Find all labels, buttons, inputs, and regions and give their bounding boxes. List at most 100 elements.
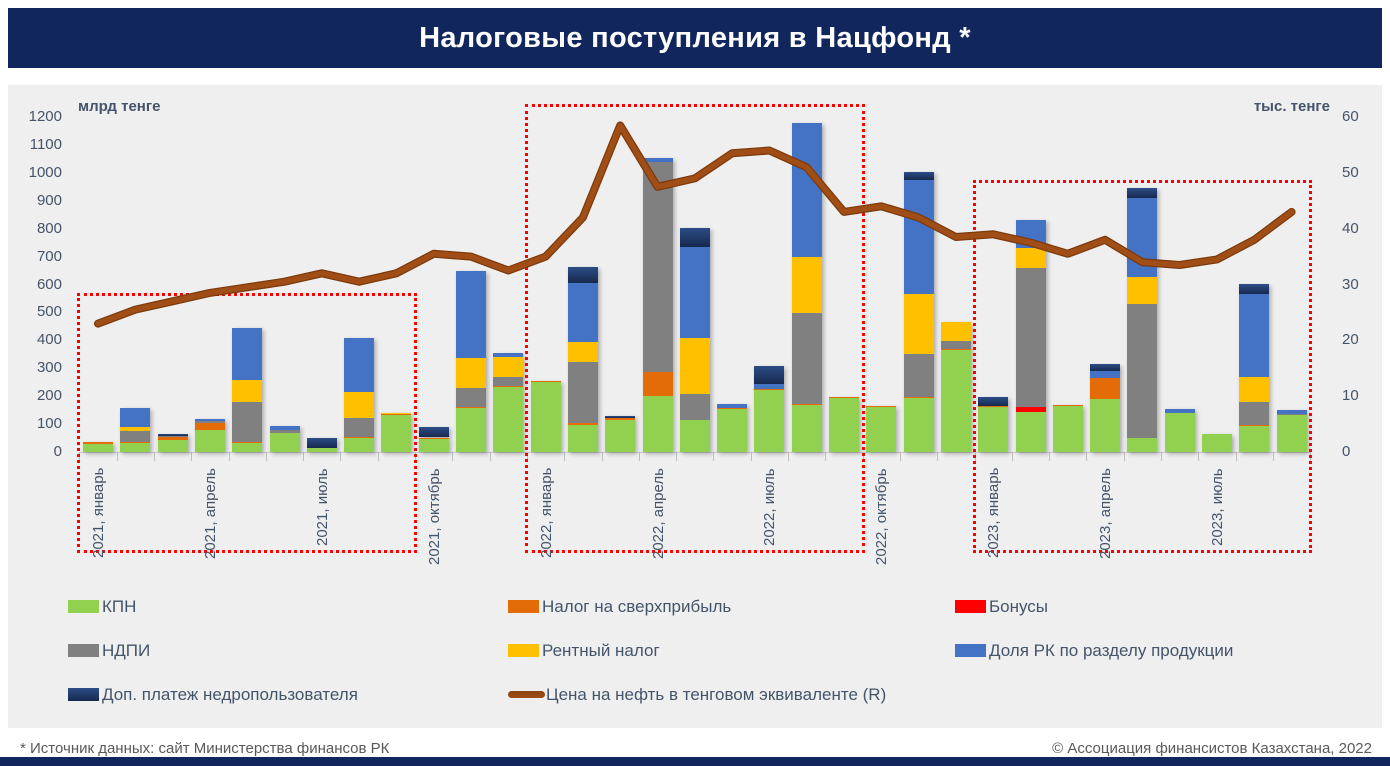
legend-label-kpn: КПН <box>102 597 137 616</box>
bar-segment-kpn <box>157 439 188 452</box>
legend-swatch-sverhpribyl <box>508 600 539 613</box>
bar-2021-март <box>157 433 188 452</box>
bar-segment-kpn <box>567 424 598 452</box>
bar-segment-rentny <box>1239 377 1270 403</box>
bar-segment-dolya-rk <box>493 353 524 358</box>
x-axis-label: 2022, июль <box>761 468 779 546</box>
bar-segment-kpn <box>1202 433 1232 452</box>
left-axis-tick: 1100 <box>29 135 62 153</box>
bar-segment-sverhpribyl <box>903 397 934 399</box>
bar-segment-sverhpribyl <box>232 441 263 443</box>
x-axis-tick-mark <box>1123 452 1125 461</box>
bar-segment-sverhpribyl <box>493 385 524 387</box>
bar-segment-sverhpribyl <box>157 437 188 440</box>
bar-segment-ndpi <box>344 418 375 438</box>
copyright-note: © Ассоциация финансистов Казахстана, 202… <box>1052 740 1372 757</box>
bar-2021-июль <box>306 438 337 452</box>
bar-segment-rentny <box>903 293 934 354</box>
bar-segment-rentny <box>120 426 151 431</box>
bar-segment-rentny <box>493 357 524 377</box>
bar-segment-sverhpribyl <box>381 414 412 416</box>
x-axis-label: 2023, апрель <box>1097 468 1115 559</box>
bar-segment-ndpi <box>1276 414 1307 415</box>
bar-2023-март <box>1052 405 1083 452</box>
x-axis-tick-mark <box>788 452 790 461</box>
bar-2022-сентябрь <box>829 396 859 452</box>
bar-segment-sverhpribyl <box>717 407 748 409</box>
x-axis-label: 2022, октябрь <box>873 468 891 565</box>
x-axis-tick-mark <box>1235 452 1237 461</box>
bar-segment-dolya-rk <box>456 271 486 359</box>
highlight-box-1 <box>77 292 418 553</box>
bar-segment-ndpi <box>679 393 710 420</box>
bar-segment-dolya-rk <box>717 403 748 408</box>
legend-label-oil-price: Цена на нефть в тенговом эквиваленте (R) <box>546 685 887 704</box>
bar-segment-sverhpribyl <box>1239 424 1270 427</box>
highlight-box-2 <box>524 104 865 553</box>
bar-segment-sverhpribyl <box>754 388 785 391</box>
bar-segment-kpn <box>1052 405 1083 452</box>
bar-segment-kpn <box>605 419 636 452</box>
left-axis-tick: 800 <box>36 219 62 237</box>
x-axis-tick-mark <box>601 452 603 461</box>
bar-2021-июнь <box>269 426 300 452</box>
right-axis-tick: 60 <box>1342 108 1359 125</box>
legend-label-dolya-rk: Доля РК по разделу продукции <box>989 641 1234 660</box>
x-axis-label: 2022, апрель <box>649 468 667 559</box>
bar-segment-kpn <box>1090 399 1121 452</box>
bar-segment-kpn <box>493 386 524 452</box>
bar-segment-kpn <box>679 419 710 452</box>
bar-segment-ndpi <box>1239 402 1270 425</box>
legend-swatch-dop-platezh <box>68 688 99 701</box>
x-axis-tick-mark <box>303 452 305 461</box>
x-axis-tick-mark <box>1011 452 1013 461</box>
x-axis-tick-mark <box>937 452 939 461</box>
left-axis-title: млрд тенге <box>78 98 161 115</box>
left-axis-tick: 900 <box>36 191 62 209</box>
bar-segment-dolya-rk <box>194 418 225 421</box>
left-axis-tick: 0 <box>53 443 62 460</box>
bar-segment-dolya-rk <box>344 337 375 392</box>
bar-segment-ndpi <box>157 436 188 438</box>
bar-segment-dolya-rk <box>120 407 151 427</box>
bar-segment-rentny <box>679 338 710 394</box>
bar-segment-kpn <box>418 438 449 452</box>
bar-segment-sverhpribyl <box>194 422 225 431</box>
legend-swatch-rentny <box>508 644 539 657</box>
x-axis-tick-mark <box>153 452 155 461</box>
right-axis-tick: 50 <box>1342 163 1359 181</box>
bar-segment-rentny <box>381 413 412 415</box>
bar-2023-июль <box>1202 433 1232 452</box>
bar-2022-октябрь <box>866 405 897 452</box>
bar-segment-ndpi <box>940 340 971 350</box>
x-axis-tick-mark <box>452 452 454 461</box>
right-axis-tick: 40 <box>1342 219 1359 237</box>
left-axis-tick: 500 <box>36 303 62 321</box>
bar-2023-сентябрь <box>1276 410 1307 452</box>
bar-2021-май <box>232 328 263 452</box>
bar-segment-dop-platezh <box>1090 364 1121 371</box>
bar-segment-dop-platezh <box>903 172 934 180</box>
bar-segment-sverhpribyl <box>605 417 636 420</box>
bar-segment-sverhpribyl <box>866 405 897 407</box>
bar-2021-февраль <box>120 407 151 452</box>
bar-segment-sverhpribyl <box>791 403 822 406</box>
bar-segment-ndpi <box>120 430 151 443</box>
bar-2023-июнь <box>1164 409 1195 452</box>
bar-segment-kpn <box>717 408 748 452</box>
x-axis-tick-mark <box>489 452 491 461</box>
x-axis-tick-mark <box>228 452 230 461</box>
legend-swatch-oil-price <box>508 691 545 698</box>
legend-label-sverhpribyl: Налог на сверхприбыль <box>542 597 732 616</box>
bar-segment-kpn <box>120 443 151 452</box>
bar-segment-dolya-rk <box>269 426 300 430</box>
bar-2022-январь <box>530 381 561 452</box>
x-axis-label: 2021, январь <box>90 467 107 558</box>
bar-segment-dop-platezh <box>978 396 1009 406</box>
bar-segment-sverhpribyl <box>829 396 859 399</box>
bar-segment-kpn <box>1015 411 1046 452</box>
left-axis-tick: 300 <box>36 359 62 377</box>
right-axis-tick: 20 <box>1342 331 1359 349</box>
legend-label-bonusy: Бонусы <box>989 597 1049 616</box>
